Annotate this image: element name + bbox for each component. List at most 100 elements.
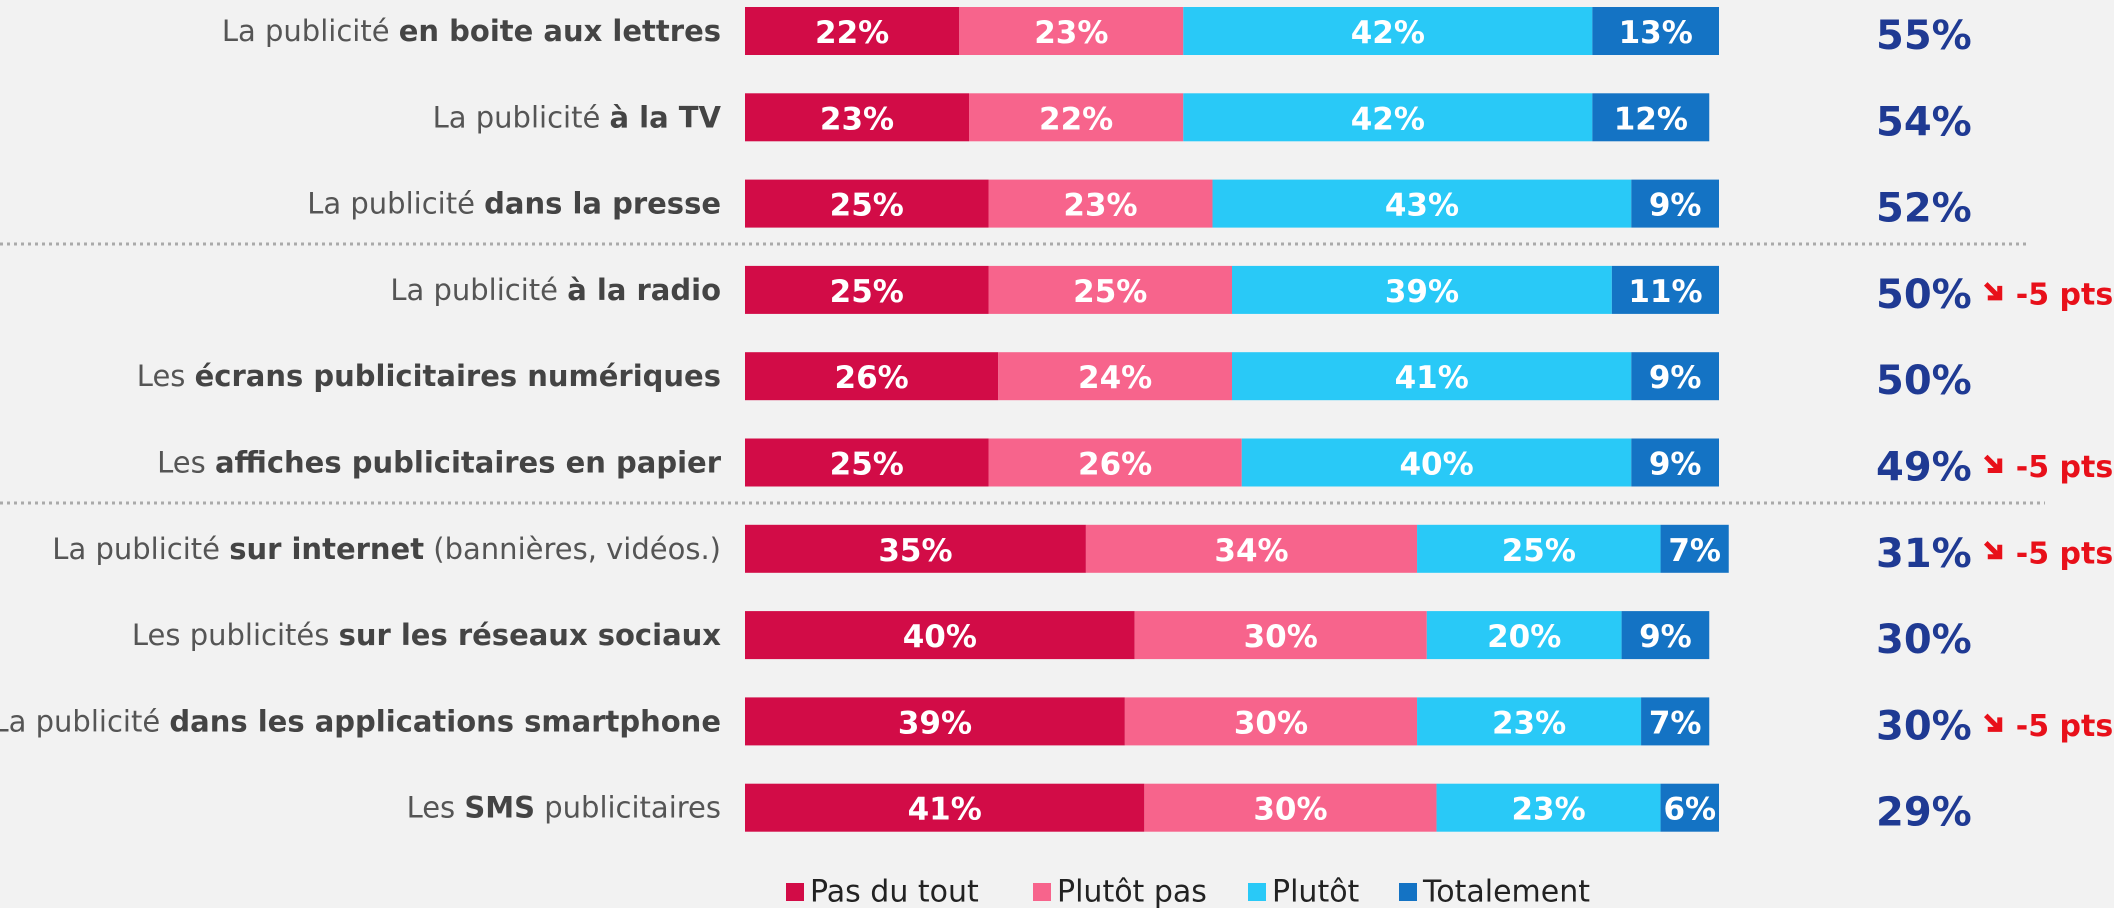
bar-segment <box>1241 438 1632 487</box>
value-label: 24% <box>1078 360 1152 396</box>
value-label: 43% <box>1385 188 1459 224</box>
value-label: 9% <box>1649 447 1702 483</box>
value-label: 23% <box>1063 188 1137 224</box>
bar-segment <box>745 783 1145 832</box>
category-label: La publicité à la radio <box>390 273 721 307</box>
total-label: 52% <box>1876 186 1972 232</box>
bar-segment <box>1232 352 1632 401</box>
category-label: La publicité sur internet (bannières, vi… <box>52 532 721 566</box>
value-label: 42% <box>1351 101 1425 137</box>
category-label-part: en boite aux lettres <box>399 14 721 48</box>
category-label-part: Les publicités <box>132 618 339 652</box>
total-label: 50% <box>1876 358 1972 404</box>
value-label: 20% <box>1487 619 1561 655</box>
legend-label: Pas du tout <box>810 875 979 908</box>
value-label: 7% <box>1649 705 1702 741</box>
category-label-part: Les <box>137 359 195 393</box>
value-label: 23% <box>820 101 894 137</box>
category-label: Les affiches publicitaires en papier <box>157 446 722 480</box>
value-label: 23% <box>1034 15 1108 51</box>
bar-segment <box>1183 93 1593 142</box>
bar-segment <box>1232 265 1612 314</box>
change-label: -5 pts <box>2016 536 2113 571</box>
bar-segment <box>1417 524 1661 573</box>
value-label: 25% <box>830 274 904 310</box>
legend-label: Plutôt <box>1272 875 1360 908</box>
value-label: 13% <box>1619 15 1693 51</box>
value-label: 26% <box>835 360 909 396</box>
total-label: 31% <box>1876 531 1972 577</box>
bar-segment <box>1660 524 1729 573</box>
value-label: 40% <box>1399 447 1473 483</box>
change-label: -5 pts <box>2016 450 2113 485</box>
category-label-part: à la TV <box>610 100 722 134</box>
value-label: 35% <box>878 533 952 569</box>
category-label: La publicité dans la presse <box>307 187 721 221</box>
value-label: 7% <box>1668 533 1721 569</box>
bar-segment <box>988 265 1232 314</box>
value-label: 9% <box>1649 360 1702 396</box>
category-label: La publicité dans les applications smart… <box>0 704 721 738</box>
bar-segment <box>1426 611 1622 660</box>
category-label-part: sur les réseaux sociaux <box>339 618 722 652</box>
bar-segment <box>1436 783 1661 832</box>
category-label-part: sur internet <box>229 532 424 566</box>
category-label-part: La publicité <box>307 187 484 221</box>
category-label-part: Les <box>157 446 215 480</box>
total-label: 54% <box>1876 99 1972 145</box>
bar-segment <box>1124 697 1418 746</box>
value-label: 9% <box>1639 619 1692 655</box>
value-label: 42% <box>1351 15 1425 51</box>
category-label-part: publicitaires <box>535 791 721 825</box>
category-label-part: Les <box>407 791 465 825</box>
bar-segment <box>1183 7 1593 55</box>
value-label: 25% <box>1073 274 1147 310</box>
value-label: 23% <box>1492 705 1566 741</box>
bar-segment <box>1144 783 1437 832</box>
value-label: 23% <box>1511 792 1585 828</box>
value-label: 41% <box>1395 360 1469 396</box>
legend-label: Totalement <box>1422 875 1590 908</box>
value-label: 34% <box>1214 533 1288 569</box>
total-label: 55% <box>1876 13 1972 59</box>
bar-segment <box>1417 697 1642 746</box>
value-label: 11% <box>1628 274 1702 310</box>
category-label-part: (bannières, vidéos.) <box>424 532 721 566</box>
value-label: 41% <box>908 792 982 828</box>
down-arrow-icon <box>1983 454 2003 473</box>
down-arrow-icon <box>1983 282 2003 301</box>
value-label: 12% <box>1614 101 1688 137</box>
category-label-part: affiches publicitaires en papier <box>215 446 722 480</box>
value-label: 22% <box>1039 101 1113 137</box>
category-label-part: La publicité <box>390 273 567 307</box>
bar-segment <box>1592 93 1710 142</box>
value-label: 30% <box>1234 705 1308 741</box>
legend-swatch <box>1399 883 1417 901</box>
change-label: -5 pts <box>2016 277 2113 312</box>
value-label: 25% <box>830 188 904 224</box>
change-label: -5 pts <box>2016 709 2113 744</box>
bar-segment <box>1212 179 1632 228</box>
bar-segment <box>1592 7 1719 55</box>
value-label: 40% <box>903 619 977 655</box>
bar-segment <box>988 179 1213 228</box>
category-label-part: dans les applications smartphone <box>169 704 721 738</box>
category-label: La publicité en boite aux lettres <box>222 14 721 48</box>
category-label-part: SMS <box>464 791 535 825</box>
category-label-part: dans la presse <box>484 187 721 221</box>
value-label: 6% <box>1663 792 1716 828</box>
bar-segment <box>1641 697 1710 746</box>
bar-segment <box>1660 783 1719 832</box>
down-arrow-icon <box>1983 541 2003 560</box>
total-label: 30% <box>1876 703 1972 749</box>
value-label: 30% <box>1244 619 1318 655</box>
total-label: 49% <box>1876 445 1972 491</box>
bar-segment <box>745 352 999 401</box>
bar-segment <box>1621 611 1710 660</box>
category-label: La publicité à la TV <box>433 100 722 134</box>
category-label: Les écrans publicitaires numériques <box>137 359 721 393</box>
bar-segment <box>745 179 989 228</box>
legend-swatch <box>1033 883 1051 901</box>
value-label: 25% <box>830 447 904 483</box>
